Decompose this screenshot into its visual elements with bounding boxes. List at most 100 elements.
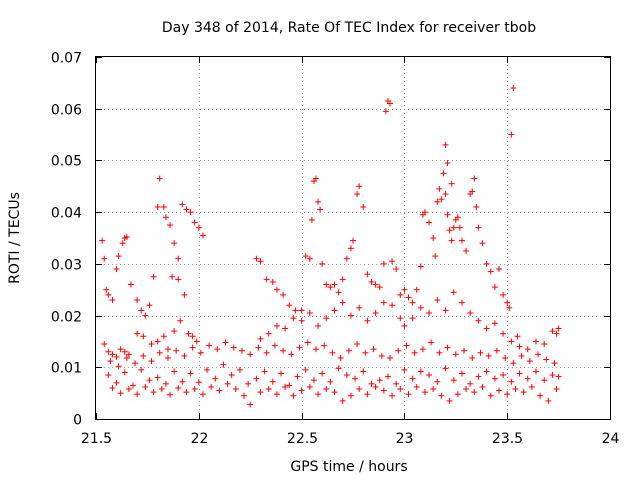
data-point [450, 377, 457, 384]
data-point [189, 344, 196, 351]
data-point [115, 253, 122, 260]
data-point [354, 191, 361, 198]
data-point [438, 196, 445, 203]
data-point [255, 344, 262, 351]
data-point [510, 85, 517, 92]
data-point [446, 397, 453, 404]
data-point [113, 353, 120, 360]
data-point [345, 347, 352, 354]
data-point [321, 342, 328, 349]
data-point [282, 383, 289, 390]
data-point [185, 330, 192, 337]
data-point [347, 245, 354, 252]
data-point [278, 370, 285, 377]
data-point [323, 315, 330, 322]
data-point [454, 391, 461, 398]
data-point [228, 372, 235, 379]
data-point [528, 383, 535, 390]
data-point [401, 286, 408, 293]
data-point [156, 175, 163, 182]
data-point [224, 380, 231, 387]
data-point [393, 266, 400, 273]
data-point [317, 206, 324, 213]
data-point [401, 322, 408, 329]
data-point [177, 317, 184, 324]
data-point [500, 291, 507, 298]
data-point [389, 302, 396, 309]
data-point [483, 325, 490, 332]
data-point [487, 392, 494, 399]
data-point [405, 391, 412, 398]
data-point [444, 211, 451, 218]
data-point [121, 348, 128, 355]
data-point [150, 389, 157, 396]
data-point [312, 346, 319, 353]
data-point [220, 361, 227, 368]
data-point [208, 383, 215, 390]
data-point [187, 370, 194, 377]
data-point [183, 206, 190, 213]
data-point [541, 341, 548, 348]
data-point [329, 349, 336, 356]
data-point [269, 278, 276, 285]
data-point [99, 237, 106, 244]
data-point [352, 375, 359, 382]
data-point [273, 391, 280, 398]
data-point [195, 379, 202, 386]
x-tick-labels: 21.5 22 22.5 23 23.5 24 [81, 431, 620, 447]
data-point [397, 291, 404, 298]
data-point [389, 258, 396, 265]
data-point [376, 284, 383, 291]
data-point [121, 369, 128, 376]
data-point [195, 224, 202, 231]
data-point [401, 366, 408, 373]
data-point [467, 380, 474, 387]
data-point [312, 175, 319, 182]
data-point [222, 339, 229, 346]
data-point [417, 304, 424, 311]
data-point [269, 378, 276, 385]
y-tick-label: 0.07 [51, 51, 82, 67]
data-point [123, 354, 130, 361]
data-point [504, 391, 511, 398]
data-point [477, 349, 484, 356]
data-point [504, 299, 511, 306]
data-point [364, 271, 371, 278]
data-point [463, 386, 470, 393]
data-point [302, 366, 309, 373]
data-point [487, 268, 494, 275]
data-point [109, 351, 116, 358]
data-point [171, 240, 178, 247]
data-point [339, 299, 346, 306]
y-tick-label: 0.04 [51, 206, 82, 222]
data-point [288, 351, 295, 358]
data-point [485, 352, 492, 359]
data-point [491, 284, 498, 291]
data-point [458, 370, 465, 377]
data-point [343, 372, 350, 379]
chart-title: Day 348 of 2014, Rate Of TEC Index for r… [162, 20, 536, 36]
data-point [518, 352, 525, 359]
data-point [286, 302, 293, 309]
data-point [154, 203, 161, 210]
data-point [436, 349, 443, 356]
data-point [461, 347, 468, 354]
data-point [444, 160, 451, 167]
data-point [327, 378, 334, 385]
data-point [405, 294, 412, 301]
data-point [471, 175, 478, 182]
data-point [273, 286, 280, 293]
data-point [175, 255, 182, 262]
data-point [495, 266, 502, 273]
data-point [397, 315, 404, 322]
data-point [360, 203, 367, 210]
data-point [306, 309, 313, 316]
data-point [290, 392, 297, 399]
data-point [364, 391, 371, 398]
data-point [179, 201, 186, 208]
data-point [261, 368, 268, 375]
data-point [532, 368, 539, 375]
data-point [160, 333, 167, 340]
data-point [372, 383, 379, 390]
data-point [448, 237, 455, 244]
